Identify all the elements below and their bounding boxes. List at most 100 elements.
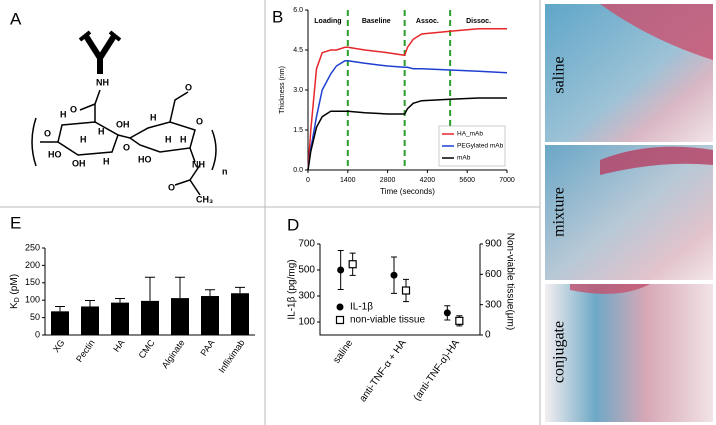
y-axis-label: IL-1β (pg/mg) [287,259,298,319]
tissue [600,146,713,175]
error-bar [145,276,155,301]
atom-label: HO [138,154,152,164]
bar [81,306,99,335]
error-bar [115,297,125,303]
data-line [307,59,508,171]
phase-label: Assoc. [416,18,439,25]
y2-tick-label: 0 [485,330,491,341]
atom-label: OH [116,119,130,129]
y-axis-label-part: (pM) [9,274,20,297]
ring [128,121,196,153]
y-tick-label: 50 [30,312,40,322]
y-tick-label: 150 [25,277,40,287]
y-tick-label: 500 [298,265,315,276]
error-bar [205,289,215,297]
atom-label: O [44,128,51,138]
histology-label: saline [551,56,568,93]
x-tick-label: anti-TNF-α + HA [358,338,409,405]
y2-tick-label: 300 [485,299,502,310]
phase-label: Loading [314,18,341,25]
error-bar [85,300,95,307]
atom-label: H [80,134,87,144]
point [455,316,464,325]
tissue [570,284,650,294]
y-tick-label: 300 [298,291,315,302]
atom-label: NH [96,77,109,87]
legend-label: mAb [457,155,471,162]
y-tick-label: 1.5 [293,127,303,134]
point [401,286,411,295]
bar [111,302,129,335]
x-tick-label: CMC [137,337,157,360]
phase-label: Baseline [362,18,391,25]
y-axis-label: KD (pM) [9,274,21,309]
x-tick-label: 0 [306,177,310,184]
panel-label: D [287,215,299,234]
x-tick-label: 4200 [420,177,436,184]
error-bar [55,305,65,312]
bond [40,91,201,196]
ring [57,121,119,156]
bar [231,293,249,335]
bar [141,300,159,335]
bar [201,296,219,335]
point [348,260,357,269]
atom-label: H [98,126,105,136]
x-tick-label: Alginate [160,338,187,370]
point [390,271,398,279]
y2-axis-label: Non-viable tissue(μm) [504,233,515,330]
tissue [600,4,713,60]
bond [79,89,101,122]
panel-label: A [10,9,22,28]
x-tick-label: HA [111,338,126,354]
histology-label: mixture [551,187,568,237]
phase-label: Dissoc. [466,18,491,25]
y-tick-label: 3.0 [293,87,303,94]
atom-label: H [165,134,172,144]
y-tick-label: 250 [25,242,40,252]
x-tick-label: saline [331,338,355,366]
legend-label: PEGylated mAb [457,143,504,150]
atom-label: H [103,156,110,166]
panel-label: E [10,213,21,232]
atom-label: O [123,142,130,152]
atom-label: O [196,116,203,126]
x-tick-label: Infliximab [217,338,247,375]
y-tick-label: 200 [25,260,40,270]
antibody [83,34,117,74]
x-axis-label: Time (seconds) [380,187,435,196]
atom-label: O [168,182,175,192]
y-tick-label: 0 [35,329,40,339]
atom-label: CH₃ [196,194,213,204]
legend-swatch [336,303,344,311]
bracket [31,117,217,171]
error-bar [235,286,245,294]
atom-label: O [185,82,192,92]
x-tick-label: 7000 [499,177,515,184]
bar [51,311,69,335]
legend-label: non-viable tissue [350,315,425,326]
antibody [78,30,122,42]
y2-tick-label: 600 [485,269,502,280]
atom-label: n [222,166,228,176]
y2-tick-label: 900 [485,239,502,250]
legend-label: HA_mAb [457,131,483,138]
x-tick-label: 2800 [380,177,396,184]
point [337,266,345,274]
axis [319,244,481,336]
panel-label: B [272,7,283,26]
y-tick-label: 4.5 [293,47,303,54]
error-bar [175,276,185,299]
y-tick-label: 100 [25,295,40,305]
legend-swatch [335,315,345,325]
histology-image [545,284,713,422]
atom-label: O [70,104,77,114]
atom-label: OH [72,158,86,168]
atom-label: HO [48,149,62,159]
point [443,309,451,317]
y-tick-label: 100 [298,317,315,328]
y-tick-label: 6.0 [293,7,303,14]
x-tick-label: XG [51,338,67,354]
y-axis-label-sub: D [14,297,21,302]
data-line [307,27,507,171]
